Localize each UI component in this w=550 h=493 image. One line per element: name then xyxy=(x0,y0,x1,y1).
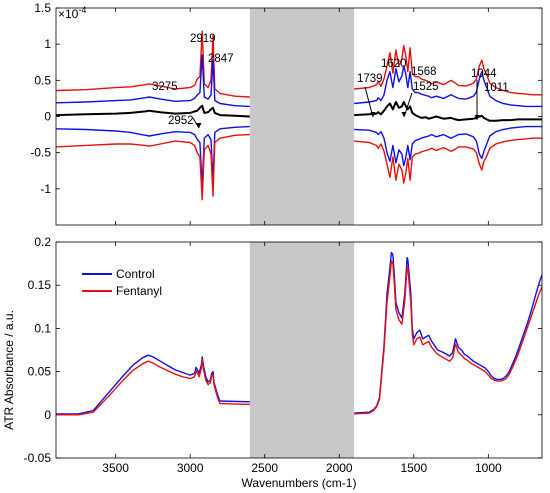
peak-label-1011: 1011 xyxy=(484,82,509,94)
peak-arrow-2952 xyxy=(192,117,200,129)
y-tick-label: -0.5 xyxy=(30,146,51,160)
top-series-group xyxy=(55,30,542,201)
bottom-excluded-region xyxy=(249,242,355,458)
peak-label-1620: 1620 xyxy=(381,58,407,70)
x-tick-label: 2500 xyxy=(251,461,278,475)
x-tick-label: 3500 xyxy=(102,461,129,475)
y-tick-label: -1 xyxy=(40,182,51,196)
peak-arrowhead-1739 xyxy=(370,112,376,117)
peak-arrowhead-1525 xyxy=(401,112,407,117)
x-tick-label: 3000 xyxy=(177,461,204,475)
y-tick-label: -0.05 xyxy=(24,451,52,465)
bottom-panel: 3500 3000 2500 2000 1500 1000 -0.05 0 0.05 0.1 0.1… xyxy=(2,235,543,490)
y-axis-title: ATR Absorbance / a.u. xyxy=(2,310,16,430)
top-axes-frame xyxy=(55,7,543,226)
peak-label-1739: 1739 xyxy=(357,73,383,85)
top-peak-annotations: 3275 2952 2919 2847 1739 1620 1568 1525 1044 1011 xyxy=(152,33,509,129)
peak-label-1568: 1568 xyxy=(411,66,437,78)
bot-series-fentanyl-1-seg1 xyxy=(354,260,543,415)
y-tick-label: 0.5 xyxy=(34,73,51,87)
legend: Control Fentanyl xyxy=(82,267,162,298)
top-y-multiplier: ×10-4 xyxy=(58,5,86,21)
top-y-multiplier-exponent: -4 xyxy=(78,5,86,15)
bot-series-control-0-seg0 xyxy=(56,354,250,415)
top-series-control-3-seg1 xyxy=(354,125,542,167)
legend-label-fentanyl: Fentanyl xyxy=(116,284,162,298)
peak-arrowhead-1044 xyxy=(474,115,480,120)
bottom-axes-frame xyxy=(55,241,543,459)
top-series-fentanyl-4-seg1 xyxy=(354,137,542,184)
top-series-difference-2-seg1 xyxy=(354,101,542,122)
x-tick-label: 1500 xyxy=(400,461,427,475)
top-series-fentanyl-0-seg1 xyxy=(354,44,542,96)
bottom-axis-ticks: 3500 3000 2500 2000 1500 1000 -0.05 0 0.05 0.1 0.1… xyxy=(24,235,542,475)
top-series-fentanyl-0-seg0 xyxy=(55,30,250,98)
peak-label-2919: 2919 xyxy=(190,33,216,45)
top-series-fentanyl-4-seg0 xyxy=(55,133,250,201)
peak-label-3275: 3275 xyxy=(152,81,178,93)
top-series-control-1-seg1 xyxy=(354,65,542,108)
y-tick-label: 0.2 xyxy=(34,235,51,249)
y-tick-label: 1.5 xyxy=(34,1,51,15)
peak-label-1525: 1525 xyxy=(413,81,439,93)
peak-label-2847: 2847 xyxy=(208,53,234,65)
peak-label-2952: 2952 xyxy=(168,115,194,127)
legend-label-control: Control xyxy=(116,267,155,281)
x-tick-label: 2000 xyxy=(326,461,353,475)
y-tick-label: 0 xyxy=(44,110,51,124)
peak-arrowhead-2952 xyxy=(196,123,202,128)
y-tick-label: 0 xyxy=(44,408,51,422)
top-excluded-region xyxy=(249,8,355,225)
bottom-series-group xyxy=(56,251,543,416)
top-y-multiplier-base: ×10 xyxy=(58,7,79,21)
y-tick-label: 0.1 xyxy=(34,321,51,335)
y-tick-label: 0.15 xyxy=(28,278,52,292)
bot-series-fentanyl-1-seg0 xyxy=(56,358,250,416)
top-series-difference-2-seg0 xyxy=(55,104,250,118)
top-axis-ticks: -1 -0.5 0 0.5 1 1.5 xyxy=(30,1,542,225)
x-axis-title: Wavenumbers (cm-1) xyxy=(242,476,357,490)
y-tick-label: 1 xyxy=(44,37,51,51)
top-panel: -1 -0.5 0 0.5 1 1.5 ×10-4 3275 2952 2919 2847 173… xyxy=(30,1,543,226)
top-series-control-1-seg0 xyxy=(55,54,250,108)
x-tick-label: 1000 xyxy=(475,461,502,475)
y-tick-label: 0.05 xyxy=(28,365,52,379)
peak-label-1044: 1044 xyxy=(471,68,497,80)
